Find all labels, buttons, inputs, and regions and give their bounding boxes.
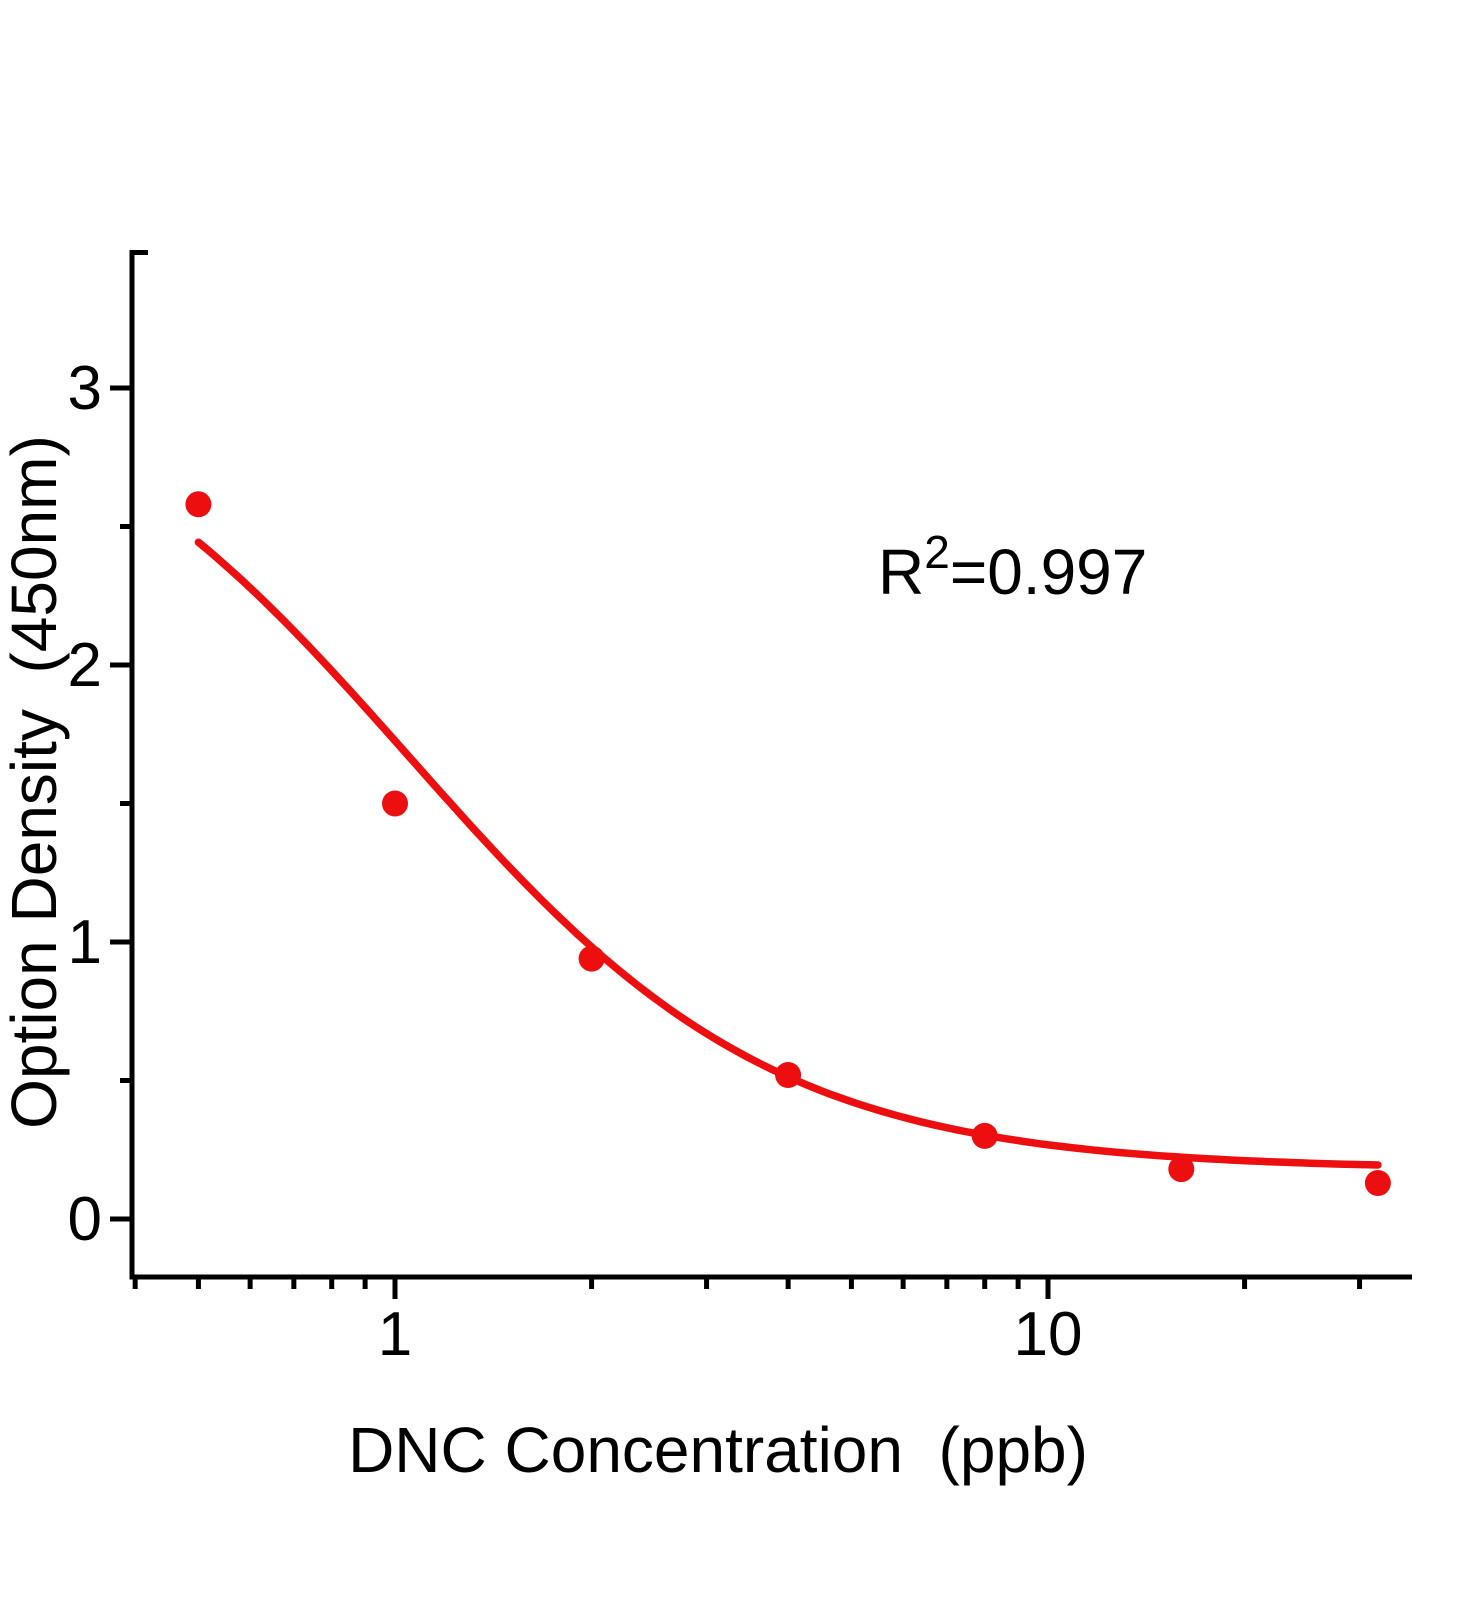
r-squared-annotation: R2=0.997 xyxy=(878,526,1147,608)
y-tick-label: 0 xyxy=(68,1185,102,1254)
data-point xyxy=(775,1062,802,1088)
data-point xyxy=(382,790,408,817)
axes xyxy=(110,250,1412,1299)
x-tick-label: 1 xyxy=(378,1300,412,1369)
data-point xyxy=(185,491,212,518)
x-tick-label: 10 xyxy=(1014,1300,1083,1369)
y-axis-title: Option Density (450nm) xyxy=(0,435,70,1129)
data-points xyxy=(185,491,1391,1196)
y-tick-label: 1 xyxy=(68,908,102,977)
data-point xyxy=(578,945,605,972)
y-tick-label: 2 xyxy=(68,631,102,700)
tick-labels: 1 10 0 1 2 3 xyxy=(68,354,1083,1369)
data-point xyxy=(1168,1156,1195,1183)
data-point xyxy=(1364,1170,1391,1196)
x-axis-title: DNC Concentration (ppb) xyxy=(348,1414,1088,1486)
y-tick-label: 3 xyxy=(68,354,102,423)
data-point xyxy=(971,1122,998,1149)
